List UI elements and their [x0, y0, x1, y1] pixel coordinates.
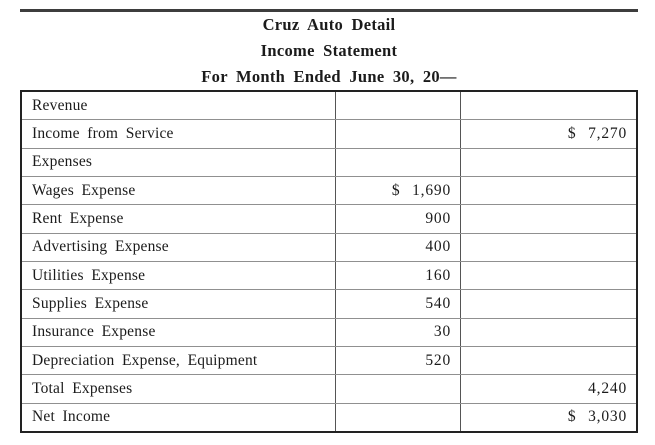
row-debit-cell [335, 375, 460, 403]
table-row: Utilities Expense 160 [22, 260, 636, 290]
row-label-cell: Net Income [32, 408, 111, 426]
row-label-cell: Expenses [32, 153, 93, 171]
statement-title: Income Statement [260, 41, 398, 60]
row-debit-cell [335, 120, 460, 148]
row-label-cell: Utilities Expense [32, 266, 146, 284]
row-label-cell: Total Expenses [32, 379, 133, 397]
table-row: Income from Service $ 7,270 [22, 119, 636, 148]
table-row: Expenses [22, 147, 636, 176]
table-row: Wages Expense $ 1,690 [22, 175, 636, 205]
row-label-cell: Supplies Expense [32, 294, 149, 312]
row-credit-cell: $ 7,270 [460, 120, 636, 148]
statement-header: Cruz Auto Detail Income Statement For Mo… [20, 12, 638, 90]
row-credit-cell [460, 290, 636, 318]
row-debit-cell [335, 403, 460, 431]
row-credit-cell [460, 233, 636, 261]
table-row: Insurance Expense 30 [22, 317, 636, 346]
statement-period: For Month Ended June 30, 20— [201, 67, 457, 86]
row-debit-cell: $ 1,690 [335, 176, 460, 205]
row-debit-cell: 520 [335, 346, 460, 375]
row-label-cell: Rent Expense [32, 209, 124, 227]
table-row: Depreciation Expense, Equipment 520 [22, 345, 636, 375]
top-rule [20, 9, 638, 12]
company-name: Cruz Auto Detail [262, 15, 396, 34]
row-credit-cell [460, 176, 636, 205]
table-row: Revenue [22, 92, 636, 120]
table-row: Advertising Expense 400 [22, 232, 636, 261]
row-credit-cell [460, 261, 636, 290]
row-credit-cell [460, 205, 636, 233]
table-row: Rent Expense 900 [22, 204, 636, 233]
row-label-cell: Depreciation Expense, Equipment [32, 351, 258, 369]
row-label-cell: Insurance Expense [32, 323, 156, 341]
row-credit-cell: $ 3,030 [460, 403, 636, 431]
row-credit-cell [460, 318, 636, 346]
row-debit-cell [335, 92, 460, 120]
row-credit-cell: 4,240 [460, 375, 636, 403]
income-statement-table: Revenue Income from Service $ 7,270 Expe… [20, 90, 638, 433]
row-label-cell: Income from Service [32, 124, 174, 142]
table-row: Total Expenses 4,240 [22, 374, 636, 403]
row-label-cell: Advertising Expense [32, 238, 169, 256]
row-credit-cell [460, 92, 636, 120]
row-debit-cell: 900 [335, 205, 460, 233]
row-label-cell: Wages Expense [32, 181, 136, 199]
row-debit-cell [335, 148, 460, 176]
table-row: Supplies Expense 540 [22, 289, 636, 318]
row-label-cell: Revenue [32, 96, 88, 114]
row-debit-cell: 160 [335, 261, 460, 290]
table-row: Net Income $ 3,030 [22, 402, 636, 431]
row-debit-cell: 540 [335, 290, 460, 318]
row-credit-cell [460, 346, 636, 375]
row-debit-cell: 400 [335, 233, 460, 261]
row-credit-cell [460, 148, 636, 176]
row-debit-cell: 30 [335, 318, 460, 346]
